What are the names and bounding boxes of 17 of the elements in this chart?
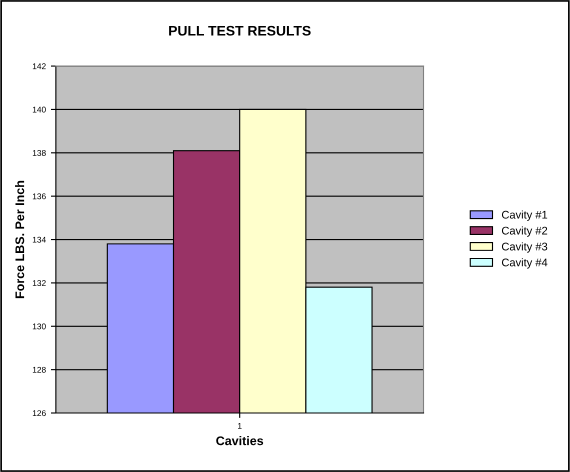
x-axis-title: Cavities	[216, 436, 264, 446]
chart-title: PULL TEST RESULTS	[169, 26, 311, 36]
legend-label: Cavity #4	[502, 258, 548, 269]
legend-label: Cavity #3	[502, 242, 548, 253]
y-tick-label: 128	[32, 366, 46, 373]
y-tick-label: 140	[32, 106, 46, 113]
legend-label: Cavity #1	[502, 210, 548, 221]
y-tick-label: 134	[32, 236, 46, 243]
y-tick-label: 138	[32, 150, 46, 156]
y-tick-label: 132	[32, 280, 46, 286]
legend-label: Cavity #2	[502, 226, 548, 237]
y-tick-label: 136	[32, 193, 46, 200]
y-tick-label: 142	[32, 63, 46, 70]
y-axis-title: Force LBS. Per Inch	[15, 180, 24, 298]
x-tick-label: 1	[238, 423, 242, 429]
y-tick-label: 130	[32, 323, 46, 330]
y-tick-label: 126	[32, 410, 46, 416]
